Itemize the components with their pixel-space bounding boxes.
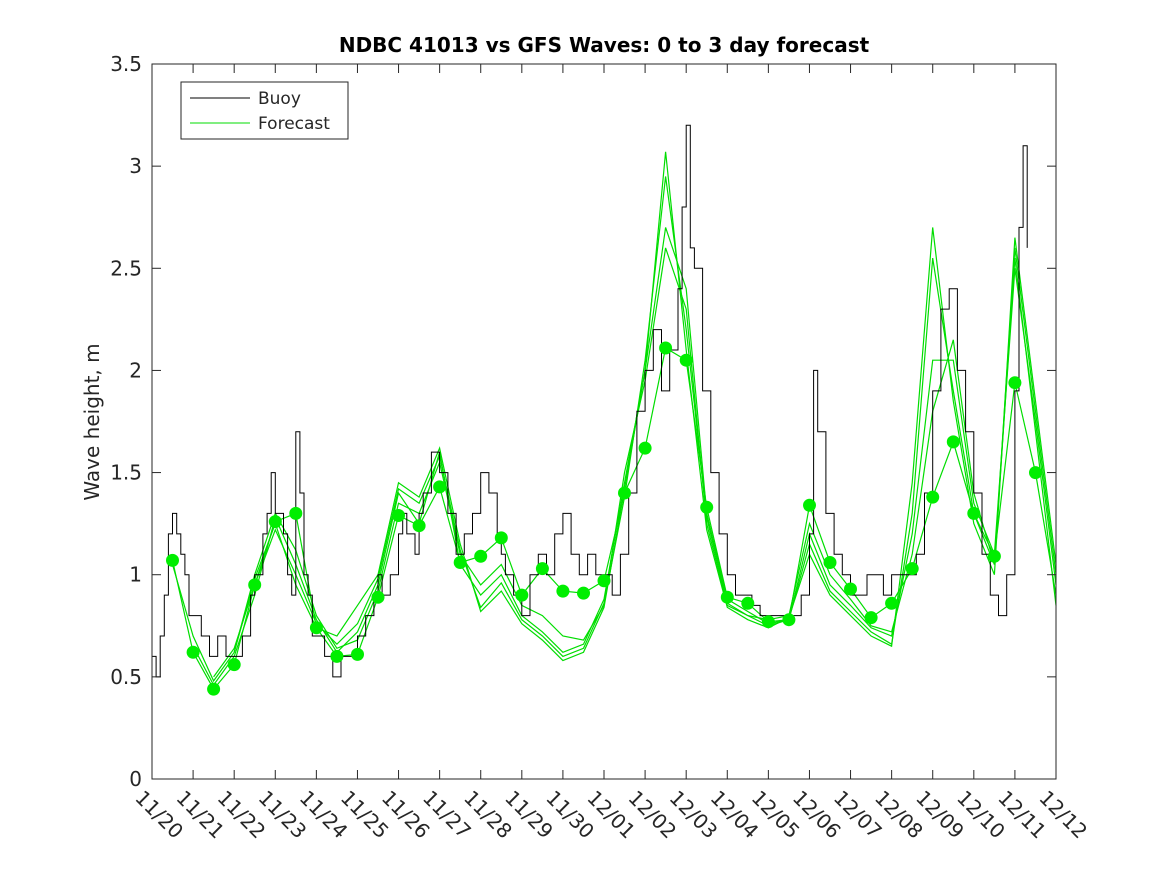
y-tick-label: 1 (129, 563, 142, 587)
forecast-marker (433, 480, 447, 494)
y-tick-label: 1.5 (110, 461, 142, 485)
legend-buoy-label: Buoy (258, 89, 301, 109)
forecast-marker (926, 490, 940, 504)
y-tick-label: 0.5 (110, 665, 142, 689)
forecast-marker (268, 515, 282, 529)
buoy-line (152, 124, 1028, 678)
forecast-marker (638, 441, 652, 455)
x-axis: 11/2011/2111/2211/2311/2411/2511/2611/27… (130, 64, 1092, 843)
y-tick-label: 2 (129, 358, 142, 382)
forecast-marker (761, 615, 775, 629)
forecast-marker (453, 556, 467, 569)
forecast-marker (679, 353, 693, 367)
legend: Buoy Forecast (180, 81, 349, 140)
forecast-marker (782, 613, 796, 627)
forecast-marker (967, 506, 981, 520)
forecast-marker (556, 584, 570, 598)
forecast-marker (515, 588, 529, 602)
forecast-marker (885, 596, 899, 610)
x-tick-label: 12/12 (1034, 786, 1092, 844)
forecast-marker (289, 506, 303, 520)
y-tick-label: 3.5 (110, 52, 142, 76)
forecast-marker (166, 553, 179, 567)
y-tick-label: 2.5 (110, 256, 142, 280)
forecast-marker (330, 649, 344, 663)
forecast-marker (207, 682, 221, 696)
y-axis: 0 0.5 1 1.5 2 2.5 3 3.5 (110, 52, 1056, 791)
forecast-marker (494, 531, 508, 545)
forecast-markers (166, 341, 1042, 696)
plot-area-frame (151, 63, 1057, 780)
plot-lines (152, 124, 1057, 691)
forecast-marker (371, 590, 385, 604)
y-tick-label: 3 (129, 154, 142, 178)
forecast-marker (351, 647, 364, 661)
forecast-marker (741, 596, 755, 610)
forecast-marker (844, 582, 857, 596)
forecast-marker (659, 341, 673, 355)
legend-box (180, 81, 349, 140)
forecast-marker (577, 586, 590, 600)
forecast-marker (823, 556, 837, 569)
forecast-marker (987, 549, 1001, 563)
forecast-marker (946, 435, 960, 449)
forecast-marker (803, 498, 816, 512)
chart-title: NDBC 41013 vs GFS Waves: 0 to 3 day fore… (339, 33, 870, 57)
forecast-marker (535, 562, 549, 576)
forecast-marker (597, 574, 611, 588)
forecast-marker (392, 509, 405, 522)
forecast-line-1 (171, 347, 1057, 691)
forecast-marker (474, 549, 488, 563)
forecast-marker (720, 590, 734, 604)
y-tick-label: 0 (129, 767, 142, 791)
forecast-marker (248, 578, 262, 592)
forecast-marker (905, 562, 919, 576)
forecast-marker (864, 611, 878, 625)
forecast-marker (186, 645, 200, 659)
forecast-marker (700, 500, 714, 514)
forecast-marker (1008, 376, 1022, 390)
forecast-marker (309, 621, 323, 635)
forecast-marker (227, 658, 241, 672)
forecast-marker (1029, 466, 1042, 480)
y-axis-label: Wave height, m (80, 343, 104, 500)
legend-forecast-label: Forecast (258, 114, 330, 134)
forecast-line-2 (171, 247, 1057, 683)
forecast-marker (412, 519, 426, 533)
forecast-marker (618, 486, 631, 500)
